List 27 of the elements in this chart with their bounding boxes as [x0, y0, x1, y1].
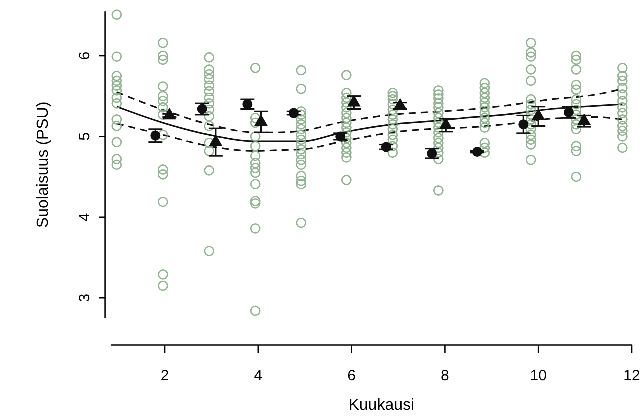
- point: [394, 98, 407, 110]
- point: [532, 109, 545, 120]
- point: [254, 114, 268, 126]
- y-axis-title: Suolaisuus (PSU): [35, 102, 52, 228]
- y-tick-label: 3: [76, 294, 94, 302]
- point: [381, 142, 392, 152]
- point: [336, 132, 346, 142]
- x-tick-label: 8: [441, 367, 450, 384]
- point: [150, 130, 161, 141]
- y-tick-label: 6: [76, 52, 94, 60]
- point: [288, 108, 299, 118]
- y-tick-label: 4: [76, 213, 94, 222]
- point: [427, 148, 438, 159]
- y-tick-label: 5: [76, 132, 94, 141]
- x-axis-title: Kuukausi: [348, 397, 415, 414]
- x-tick-label: 12: [624, 367, 640, 384]
- point: [163, 108, 176, 120]
- point: [197, 104, 208, 114]
- x-tick-label: 6: [348, 367, 356, 384]
- x-tick-label: 2: [160, 367, 170, 384]
- point: [518, 120, 529, 130]
- x-tick-label: 4: [254, 367, 263, 384]
- point: [440, 118, 453, 130]
- point: [348, 96, 361, 107]
- x-tick-label: 10: [530, 367, 547, 384]
- point: [472, 147, 482, 158]
- point: [210, 135, 222, 146]
